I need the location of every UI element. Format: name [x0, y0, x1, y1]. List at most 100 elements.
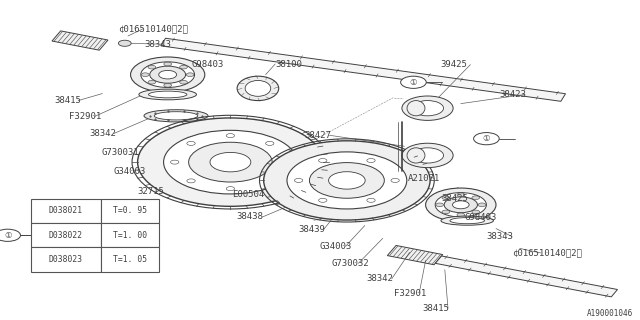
- FancyBboxPatch shape: [101, 247, 159, 272]
- Circle shape: [148, 80, 156, 84]
- Circle shape: [426, 188, 496, 221]
- Circle shape: [457, 193, 465, 196]
- Circle shape: [150, 66, 186, 83]
- Circle shape: [186, 73, 194, 76]
- Text: 38342: 38342: [90, 129, 116, 138]
- Text: 38425: 38425: [442, 194, 468, 203]
- Ellipse shape: [441, 216, 493, 225]
- Circle shape: [187, 179, 195, 183]
- FancyBboxPatch shape: [31, 223, 101, 247]
- Ellipse shape: [139, 89, 196, 100]
- Ellipse shape: [144, 110, 208, 122]
- Text: G730031: G730031: [101, 148, 139, 157]
- Circle shape: [0, 229, 20, 241]
- Text: 38100: 38100: [275, 60, 302, 68]
- Text: 38343: 38343: [486, 232, 513, 241]
- Circle shape: [282, 160, 291, 164]
- Circle shape: [164, 84, 172, 87]
- Circle shape: [131, 57, 205, 92]
- Text: G34003: G34003: [114, 167, 146, 176]
- Text: 38423: 38423: [499, 90, 526, 99]
- Circle shape: [164, 62, 172, 66]
- Circle shape: [180, 65, 188, 69]
- Circle shape: [170, 160, 179, 164]
- Circle shape: [189, 142, 272, 182]
- Circle shape: [391, 179, 399, 182]
- Circle shape: [266, 141, 274, 145]
- Text: 38343: 38343: [144, 40, 171, 49]
- Text: A190001046: A190001046: [588, 308, 634, 317]
- Circle shape: [412, 148, 444, 163]
- Ellipse shape: [407, 100, 425, 116]
- Text: F32901: F32901: [394, 289, 426, 298]
- Polygon shape: [387, 245, 443, 265]
- Circle shape: [148, 65, 156, 69]
- Text: 38415: 38415: [54, 96, 81, 105]
- Text: ¢016510140（2）: ¢016510140（2）: [118, 24, 188, 34]
- Text: 38439: 38439: [298, 225, 325, 234]
- Text: F32901: F32901: [69, 112, 101, 121]
- Text: G98403: G98403: [192, 60, 224, 68]
- Text: 38438: 38438: [237, 212, 264, 221]
- Circle shape: [141, 73, 149, 76]
- Text: D038021: D038021: [49, 206, 83, 215]
- Text: G98403: G98403: [465, 213, 497, 222]
- Text: D038023: D038023: [49, 255, 83, 264]
- Circle shape: [401, 76, 426, 88]
- Text: ¢016510140（2）: ¢016510140（2）: [512, 248, 582, 258]
- Text: G34003: G34003: [320, 242, 352, 251]
- Circle shape: [138, 118, 323, 206]
- Text: E00504: E00504: [232, 190, 264, 199]
- Circle shape: [472, 196, 479, 199]
- FancyBboxPatch shape: [101, 223, 159, 247]
- Text: A21071: A21071: [408, 174, 440, 183]
- Circle shape: [442, 210, 450, 214]
- Ellipse shape: [148, 91, 187, 98]
- Circle shape: [180, 80, 188, 84]
- Circle shape: [287, 152, 407, 209]
- Circle shape: [367, 158, 375, 163]
- Ellipse shape: [237, 76, 279, 100]
- Polygon shape: [52, 31, 108, 50]
- Circle shape: [294, 179, 303, 182]
- Text: 38342: 38342: [366, 274, 393, 283]
- Circle shape: [402, 96, 453, 120]
- Circle shape: [452, 201, 469, 209]
- Circle shape: [118, 40, 131, 46]
- FancyBboxPatch shape: [31, 247, 101, 272]
- Text: G730032: G730032: [332, 259, 369, 268]
- Circle shape: [310, 163, 384, 198]
- Circle shape: [474, 132, 499, 145]
- Text: D038022: D038022: [49, 231, 83, 240]
- Circle shape: [319, 158, 327, 163]
- Circle shape: [141, 62, 195, 87]
- Circle shape: [159, 70, 177, 79]
- Ellipse shape: [407, 148, 425, 163]
- Circle shape: [478, 203, 486, 207]
- Ellipse shape: [154, 112, 198, 120]
- Text: ①: ①: [483, 134, 490, 143]
- Text: T=1. 05: T=1. 05: [113, 255, 147, 264]
- Text: ①: ①: [410, 78, 417, 87]
- Text: 38415: 38415: [422, 304, 449, 313]
- Circle shape: [444, 197, 477, 213]
- Circle shape: [367, 198, 375, 202]
- Circle shape: [226, 134, 235, 138]
- Circle shape: [226, 187, 235, 191]
- Circle shape: [442, 196, 450, 199]
- Circle shape: [328, 172, 365, 189]
- Circle shape: [457, 213, 465, 217]
- Circle shape: [210, 152, 251, 172]
- Circle shape: [266, 179, 274, 183]
- Ellipse shape: [245, 80, 271, 96]
- Text: 39425: 39425: [440, 60, 467, 69]
- Circle shape: [412, 100, 444, 116]
- FancyBboxPatch shape: [31, 199, 101, 223]
- Circle shape: [472, 210, 479, 214]
- Polygon shape: [161, 38, 566, 101]
- Ellipse shape: [450, 218, 484, 224]
- Text: 32715: 32715: [138, 187, 164, 196]
- Circle shape: [164, 130, 297, 194]
- Circle shape: [436, 203, 444, 207]
- Circle shape: [402, 143, 453, 168]
